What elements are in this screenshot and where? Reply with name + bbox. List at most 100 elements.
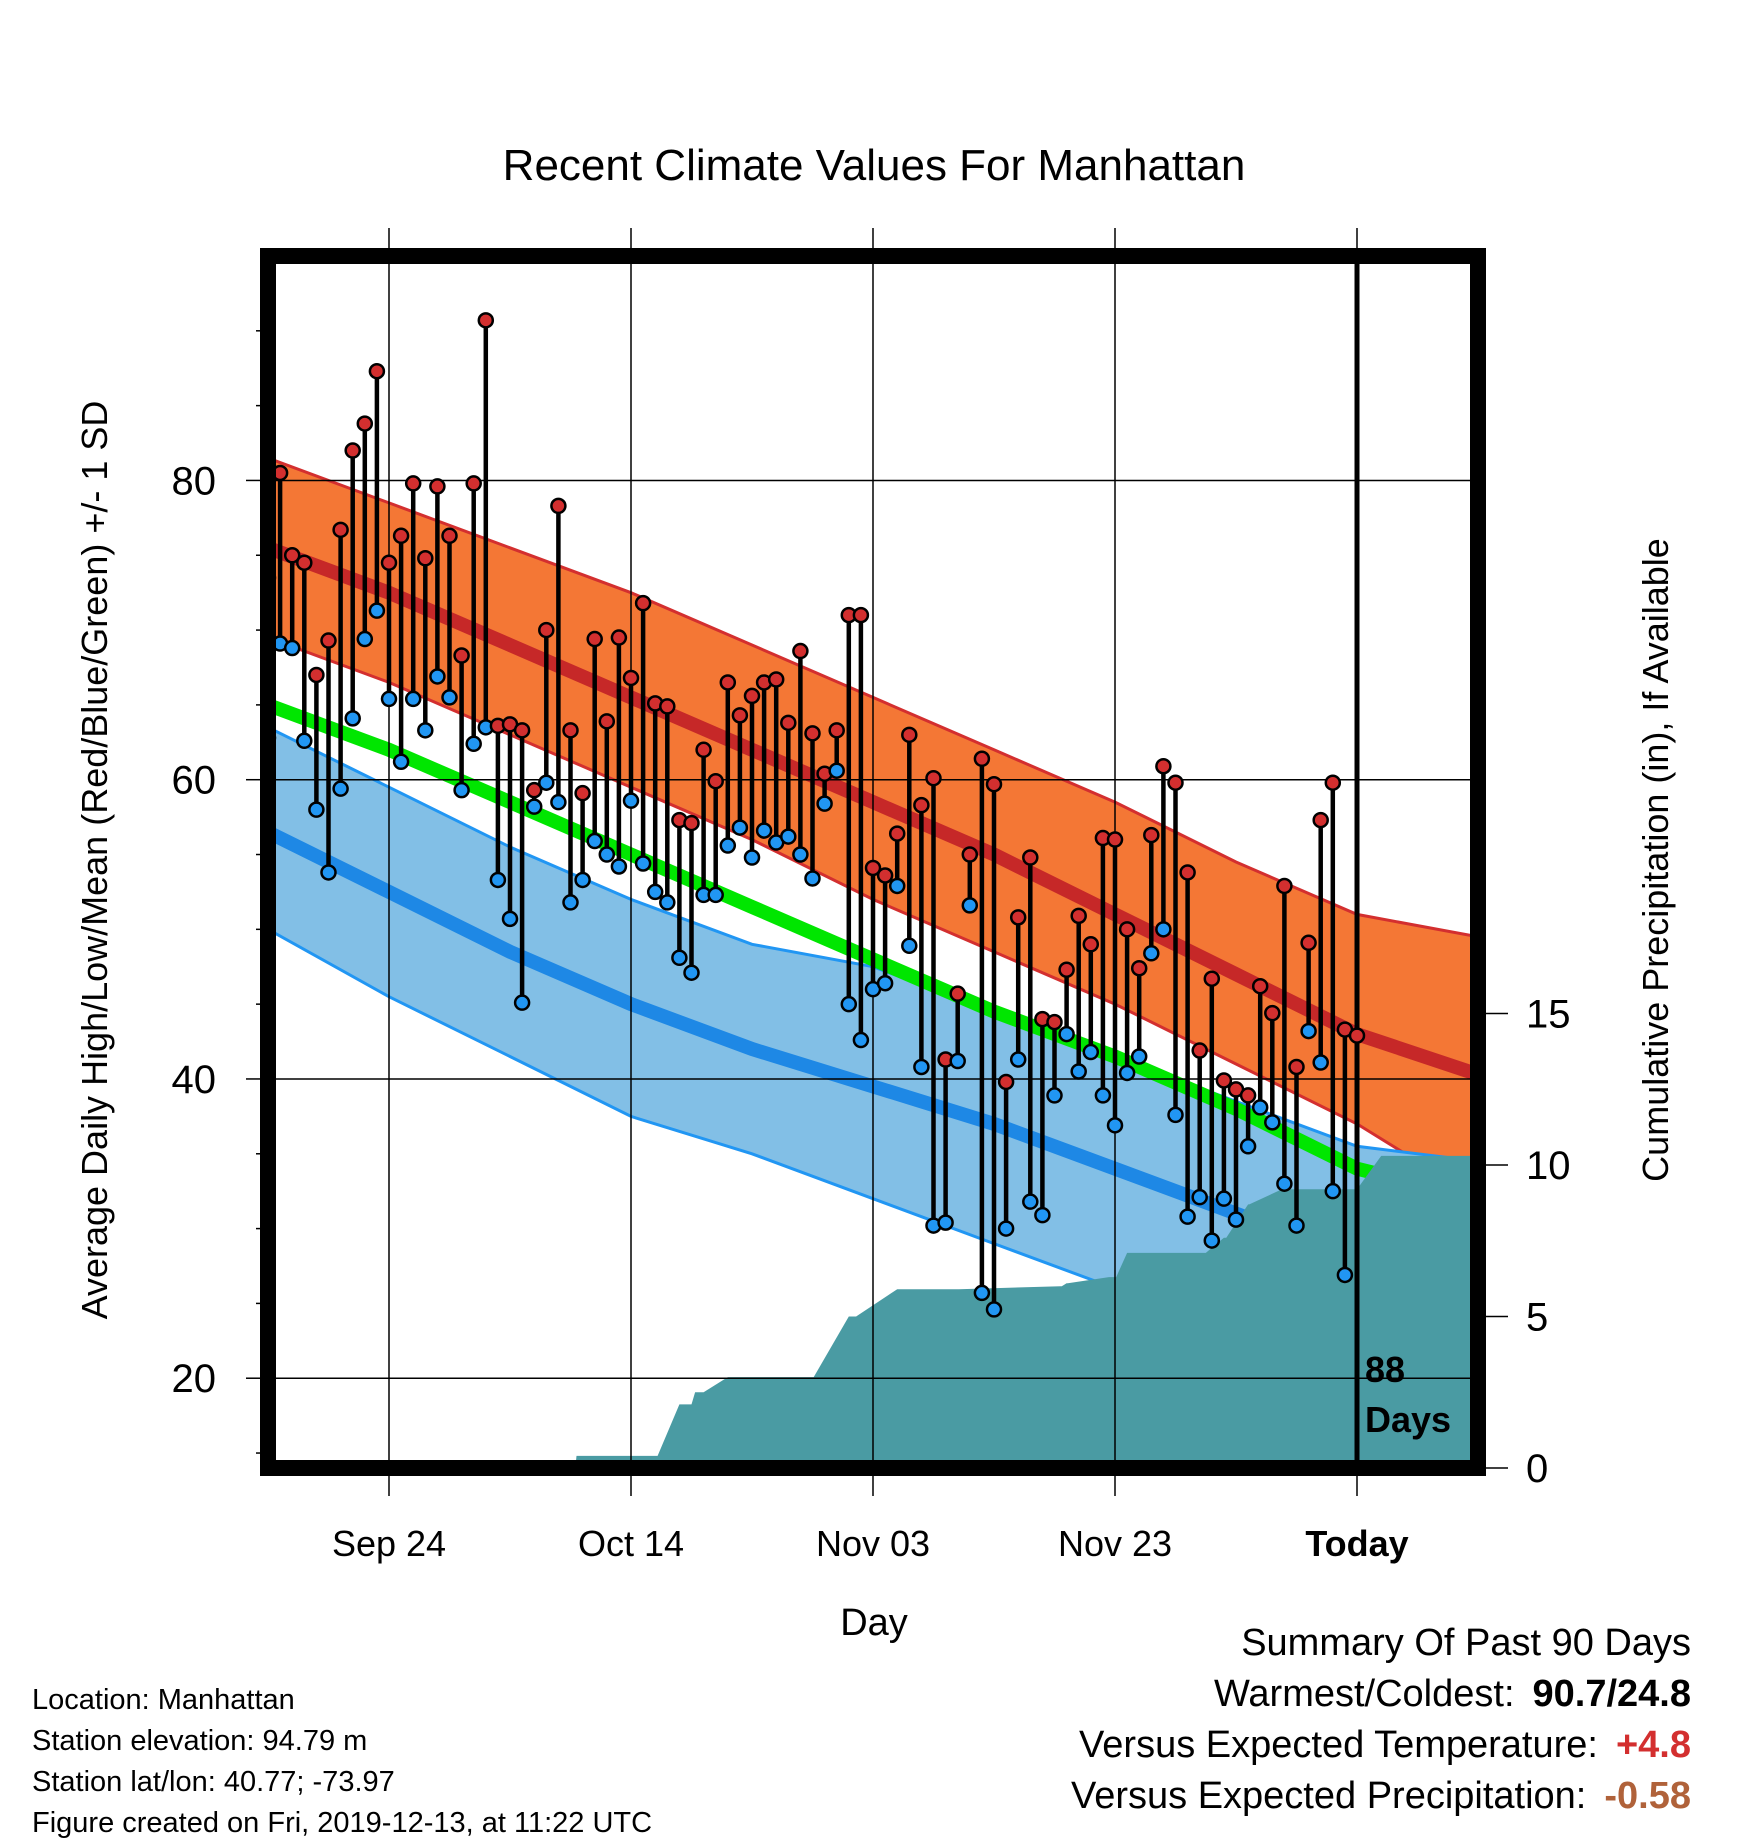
summary-warmest-row: Warmest/Coldest: 90.7/24.8 (1071, 1669, 1691, 1720)
summary-precip-value: -0.58 (1604, 1775, 1691, 1817)
summary-temp-row: Versus Expected Temperature: +4.8 (1071, 1720, 1691, 1771)
daily-low-point (1118, 1064, 1136, 1082)
daily-low-point (780, 828, 797, 845)
daily-high-point (1215, 1072, 1233, 1089)
daily-low-point (1094, 1087, 1112, 1104)
daily-high-point (320, 632, 337, 649)
daily-low-point (320, 864, 337, 881)
y2-tick-label: 15 (1526, 993, 1571, 1037)
y-tick-label: 80 (172, 459, 217, 503)
daily-low-point (1288, 1217, 1305, 1234)
daily-high-point (634, 594, 652, 612)
daily-high-point (852, 606, 870, 624)
daily-low-point (1022, 1193, 1039, 1210)
daily-low-point (465, 735, 482, 753)
summary-warmest-label: Warmest/Coldest: (1213, 1673, 1515, 1715)
daily-low-point (392, 753, 410, 770)
daily-low-point (1215, 1190, 1233, 1207)
daily-high-point (997, 1073, 1015, 1091)
daily-low-point (356, 630, 374, 648)
daily-high-point (707, 772, 724, 790)
daily-high-point (767, 671, 785, 688)
daily-low-point (429, 668, 446, 685)
daily-high-point (525, 781, 543, 799)
daily-high-point (949, 985, 966, 1002)
daily-low-point (525, 798, 543, 815)
y2-axis-label: Cumulative Precipitation (in), If Availa… (1635, 538, 1676, 1182)
daily-high-point (1046, 1013, 1063, 1031)
daily-high-point (876, 867, 894, 884)
daily-high-point (380, 554, 398, 571)
daily-high-point (1288, 1058, 1305, 1076)
daily-high-point (1312, 811, 1329, 829)
station-elevation: Station elevation: 94.79 m (32, 1725, 368, 1757)
daily-high-point (1082, 936, 1100, 953)
y2-tick-label: 5 (1526, 1296, 1548, 1340)
daily-low-point (1034, 1206, 1051, 1224)
daily-low-point (1155, 921, 1172, 938)
station-latlon: Station lat/lon: 40.77; -73.97 (32, 1766, 395, 1798)
daily-low-point (719, 837, 737, 854)
daily-high-point (1022, 849, 1039, 866)
y2-tick-label: 0 (1526, 1447, 1548, 1491)
daily-high-point (429, 478, 446, 495)
x-tick-label: Nov 23 (1058, 1523, 1172, 1564)
daily-high-point (743, 687, 761, 705)
daily-high-point (913, 796, 930, 814)
summary-temp-label: Versus Expected Temperature: (1079, 1724, 1598, 1766)
days-count-label: 88 (1365, 1349, 1405, 1390)
daily-low-point (937, 1214, 954, 1231)
daily-low-point (634, 855, 652, 872)
daily-low-point (598, 846, 616, 863)
daily-low-point (550, 793, 567, 811)
daily-high-point (695, 741, 712, 759)
daily-low-point (961, 897, 979, 914)
daily-low-point (816, 795, 833, 812)
daily-high-point (610, 629, 628, 646)
daily-low-point (332, 780, 349, 797)
daily-high-point (792, 642, 809, 660)
daily-high-point (1058, 961, 1075, 978)
daily-low-point (707, 886, 724, 904)
daily-high-point (344, 442, 361, 459)
daily-low-point (852, 1031, 870, 1049)
daily-low-point (489, 871, 507, 889)
daily-high-point (1155, 757, 1172, 775)
y-tick-label: 20 (172, 1357, 217, 1401)
daily-low-point (441, 689, 458, 706)
daily-low-point (840, 995, 858, 1013)
daily-low-point (901, 937, 918, 955)
summary-precip-label: Versus Expected Precipitation: (1070, 1775, 1587, 1817)
daily-low-point (586, 832, 603, 850)
daily-high-point (864, 859, 882, 877)
daily-low-point (1167, 1106, 1184, 1124)
daily-low-point (985, 1301, 1003, 1318)
daily-high-point (296, 554, 313, 571)
x-tick-label: Sep 24 (332, 1523, 446, 1564)
daily-low-point (296, 732, 313, 750)
daily-low-point (1143, 945, 1160, 962)
daily-high-point (513, 722, 531, 739)
daily-high-point (1300, 934, 1317, 952)
station-location: Location: Manhattan (32, 1684, 295, 1716)
daily-low-point (659, 894, 676, 911)
daily-high-point (925, 769, 942, 787)
daily-low-point (380, 690, 398, 708)
daily-high-point (985, 775, 1003, 793)
daily-high-point (441, 527, 458, 545)
y2-tick-label: 10 (1526, 1144, 1571, 1188)
summary-panel: Summary Of Past 90 Days Warmest/Coldest:… (1071, 1618, 1691, 1822)
daily-low-point (1336, 1266, 1354, 1284)
daily-low-point (1191, 1188, 1208, 1206)
daily-low-point (513, 994, 531, 1011)
daily-high-point (1070, 907, 1087, 925)
chart-title: Recent Climate Values For Manhattan (503, 141, 1246, 190)
daily-low-point (308, 801, 325, 818)
daily-low-point (973, 1284, 991, 1302)
daily-high-point (1130, 959, 1148, 977)
daily-high-point (404, 475, 422, 492)
daily-low-point (804, 870, 821, 887)
daily-low-point (1070, 1063, 1087, 1080)
daily-low-point (417, 722, 434, 739)
